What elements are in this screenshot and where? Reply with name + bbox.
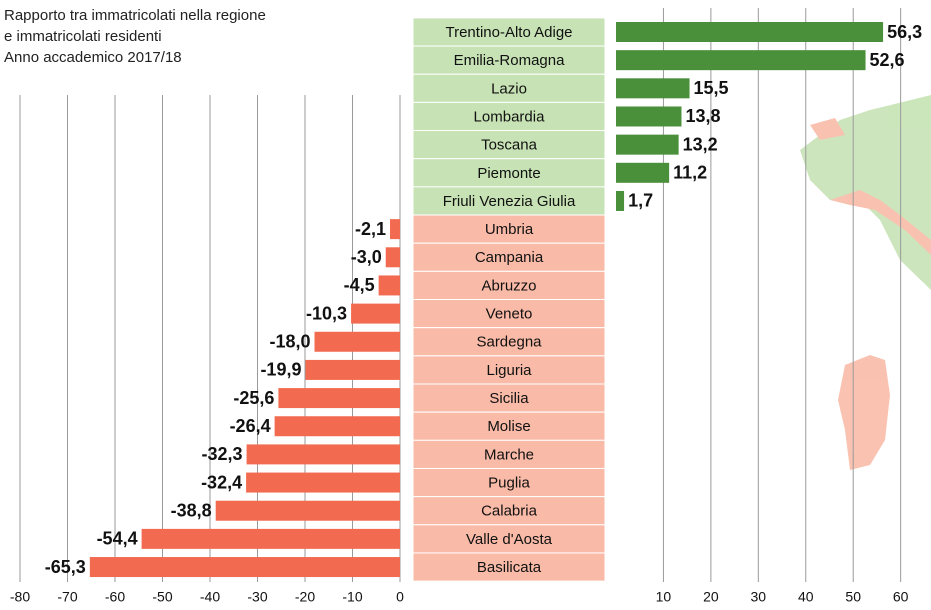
category-label: Sardegna (476, 334, 542, 351)
x-tick-label: 0 (396, 589, 404, 605)
bar (215, 500, 400, 521)
chart-title: e immatricolati residenti (4, 28, 162, 45)
value-label: 52,6 (870, 50, 905, 70)
category-band (412, 214, 606, 244)
category-label: Molise (487, 418, 530, 435)
category-label: Liguria (486, 362, 532, 379)
category-label: Calabria (481, 503, 538, 520)
category-band (412, 552, 606, 582)
x-tick-label: -40 (200, 589, 220, 605)
category-label: Marche (484, 446, 534, 463)
bar (89, 557, 400, 578)
value-label: -2,1 (355, 219, 386, 239)
value-label: -32,3 (202, 444, 243, 464)
value-label: 11,2 (673, 163, 707, 183)
bar (616, 190, 625, 211)
x-tick-label: -70 (57, 589, 77, 605)
category-band (412, 101, 606, 132)
category-label: Lombardia (474, 108, 546, 125)
value-label: -65,3 (45, 557, 86, 577)
bar (305, 359, 400, 380)
bar (390, 219, 400, 240)
category-label: Friuli Venezia Giulia (443, 193, 576, 210)
x2-tick-label: 10 (656, 589, 672, 605)
x-tick-label: -30 (247, 589, 267, 605)
bar (616, 50, 866, 71)
map-north (800, 95, 931, 290)
category-band (412, 17, 606, 47)
category-band (412, 270, 606, 301)
bar (274, 416, 400, 437)
x-tick-label: -80 (10, 589, 30, 605)
category-band (412, 383, 606, 413)
category-label: Valle d'Aosta (466, 531, 553, 548)
value-label: 13,8 (685, 106, 720, 126)
value-label: -19,9 (260, 360, 301, 380)
chart-title: Rapporto tra immatricolati nella regione (4, 7, 266, 24)
x-tick-label: -10 (342, 589, 362, 605)
x2-tick-label: 50 (845, 589, 861, 605)
category-band (412, 242, 606, 272)
x-tick-label: -50 (152, 589, 172, 605)
category-label: Sicilia (489, 390, 529, 407)
bar (314, 331, 400, 352)
category-label: Umbria (485, 221, 534, 238)
x2-tick-label: 40 (798, 589, 814, 605)
category-label: Puglia (488, 475, 530, 492)
category-label: Piemonte (477, 165, 540, 182)
value-label: -3,0 (351, 247, 382, 267)
bar (378, 275, 400, 296)
category-band (412, 299, 606, 329)
value-label: -26,4 (230, 416, 271, 436)
value-label: -38,8 (171, 500, 212, 520)
bar (246, 444, 400, 465)
category-label: Abruzzo (481, 277, 536, 294)
value-label: -10,3 (306, 303, 347, 323)
chart-title: Anno accademico 2017/18 (4, 49, 182, 66)
map-decoration (800, 95, 931, 470)
category-label: Lazio (491, 80, 527, 97)
bar (616, 78, 690, 99)
map-liguria (830, 190, 931, 255)
category-label: Toscana (481, 137, 538, 154)
category-band (412, 45, 606, 75)
value-label: -18,0 (269, 332, 310, 352)
x2-tick-label: 20 (703, 589, 719, 605)
map-region (810, 118, 845, 140)
bar (278, 388, 400, 409)
bar (616, 106, 682, 127)
value-label: -32,4 (201, 472, 242, 492)
value-label: -4,5 (344, 275, 375, 295)
category-band (412, 186, 606, 216)
category-band (412, 496, 606, 526)
value-label: 13,2 (683, 134, 718, 154)
category-label: Trentino-Alto Adige (445, 24, 572, 41)
category-label: Emilia-Romagna (454, 52, 566, 69)
x-tick-label: -60 (105, 589, 125, 605)
value-label: -54,4 (97, 529, 138, 549)
x2-tick-label: 30 (751, 589, 767, 605)
bar (385, 247, 400, 268)
value-label: -25,6 (233, 388, 274, 408)
bar (616, 22, 884, 42)
bar (141, 528, 400, 549)
map-sardegna (838, 355, 890, 470)
value-label: 15,5 (694, 78, 729, 98)
category-band (412, 158, 606, 188)
category-band (412, 411, 606, 441)
category-band (412, 73, 606, 103)
value-label: 56,3 (887, 22, 922, 42)
bar (351, 303, 400, 324)
category-label: Campania (475, 249, 544, 266)
x2-tick-label: 60 (893, 589, 909, 605)
bar (246, 472, 400, 493)
category-label: Basilicata (477, 559, 542, 576)
x-tick-label: -20 (295, 589, 315, 605)
category-label: Veneto (486, 306, 533, 323)
bar (616, 134, 679, 155)
value-label: 1,7 (628, 191, 653, 211)
category-band (412, 130, 606, 160)
bar (616, 162, 670, 183)
